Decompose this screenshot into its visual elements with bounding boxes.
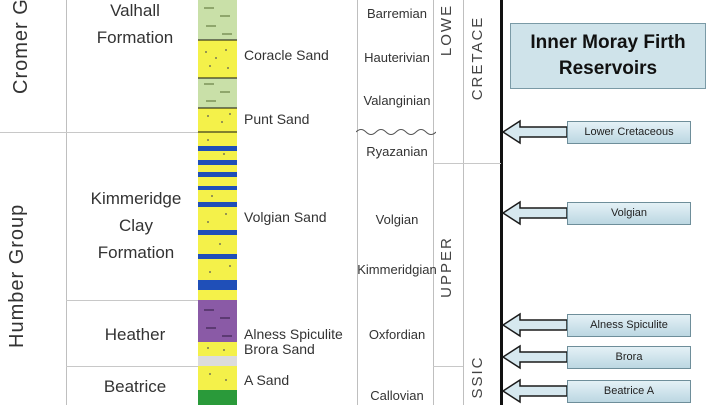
lithology-mudstone xyxy=(198,356,237,366)
column-divider xyxy=(357,0,358,405)
stage-barremian: Barremian xyxy=(367,6,427,21)
stage-hauterivian: Hauterivian xyxy=(364,50,430,65)
lithology-sand xyxy=(198,342,237,356)
lithology-shale xyxy=(198,78,237,108)
stage-oxfordian: Oxfordian xyxy=(368,327,426,342)
arrow-icon xyxy=(501,312,568,338)
formation-kimmeridge-line: Clay xyxy=(118,216,153,235)
formation-kimmeridge-line: Formation xyxy=(97,243,175,262)
sand-label-alness: Alness Spiculite xyxy=(244,326,343,342)
stage-kimmeridgian: Kimmeridgian xyxy=(357,262,437,277)
arrow-icon xyxy=(501,200,568,226)
unconformity-line xyxy=(356,129,436,135)
column-divider xyxy=(463,0,464,405)
group-label-humber: Humber Group xyxy=(6,203,28,348)
arrow-icon xyxy=(501,378,568,404)
lithology-spiculite xyxy=(198,300,237,342)
epoch-boundary xyxy=(433,366,463,367)
formation-kimmeridge-line: Kimmeridge xyxy=(90,189,182,208)
group-boundary xyxy=(0,132,198,133)
lithology-sand xyxy=(198,108,237,132)
period-label-jurassic: SSIC xyxy=(469,355,486,399)
lithology-pattern xyxy=(198,7,237,381)
formation-valhall-line: Valhall xyxy=(110,1,160,20)
reservoir-box-volgian: Volgian xyxy=(567,202,691,225)
formation-beatrice: Beatrice xyxy=(103,377,167,396)
sand-label-volgian: Volgian Sand xyxy=(244,209,327,225)
reservoir-box-lower-cretaceous: Lower Cretaceous xyxy=(567,121,691,144)
stage-valanginian: Valanginian xyxy=(363,93,431,108)
reservoir-box-alness-spiculite: Alness Spiculite xyxy=(567,314,691,337)
arrow-icon xyxy=(501,119,568,145)
column-divider xyxy=(433,0,434,405)
stage-volgian: Volgian xyxy=(375,212,419,227)
epoch-label-upper: UPPER xyxy=(438,236,455,298)
sand-label-a: A Sand xyxy=(244,372,290,388)
column-divider xyxy=(66,0,67,405)
sand-label-punt: Punt Sand xyxy=(244,111,310,127)
epoch-boundary xyxy=(433,163,501,164)
title-line: Reservoirs xyxy=(558,58,658,79)
stage-callovian: Callovian xyxy=(370,388,424,403)
lithology-shale xyxy=(198,0,237,40)
formation-boundary xyxy=(66,366,198,367)
reservoir-box-beatrice-a: Beatrice A xyxy=(567,380,691,403)
stage-ryazanian: Ryazanian xyxy=(366,144,428,159)
formation-heather: Heather xyxy=(104,325,166,344)
title-line: Inner Moray Firth xyxy=(530,32,686,53)
group-label-cromer: Cromer Group xyxy=(10,0,32,94)
formation-boundary xyxy=(66,300,198,301)
sand-label-coracle: Coracle Sand xyxy=(244,47,329,63)
reservoir-arrows xyxy=(501,119,568,404)
reservoirs-title-box: Inner Moray Firth Reservoirs xyxy=(510,23,706,89)
formation-valhall-line: Formation xyxy=(96,28,174,47)
lithology-sand xyxy=(198,40,237,78)
chart-right-border xyxy=(500,0,503,405)
formation-kimmeridge-clay: Kimmeridge Clay Formation xyxy=(76,188,196,263)
arrow-icon xyxy=(501,344,568,370)
lithology-sand xyxy=(198,366,237,390)
reservoir-box-brora: Brora xyxy=(567,346,691,369)
period-label-cretaceous: CRETACE xyxy=(469,15,486,101)
formation-valhall: Valhall Formation xyxy=(80,0,190,48)
sand-label-brora: Brora Sand xyxy=(244,341,315,357)
epoch-label-lower: LOWE xyxy=(438,3,455,57)
lithology-coal xyxy=(198,390,237,405)
